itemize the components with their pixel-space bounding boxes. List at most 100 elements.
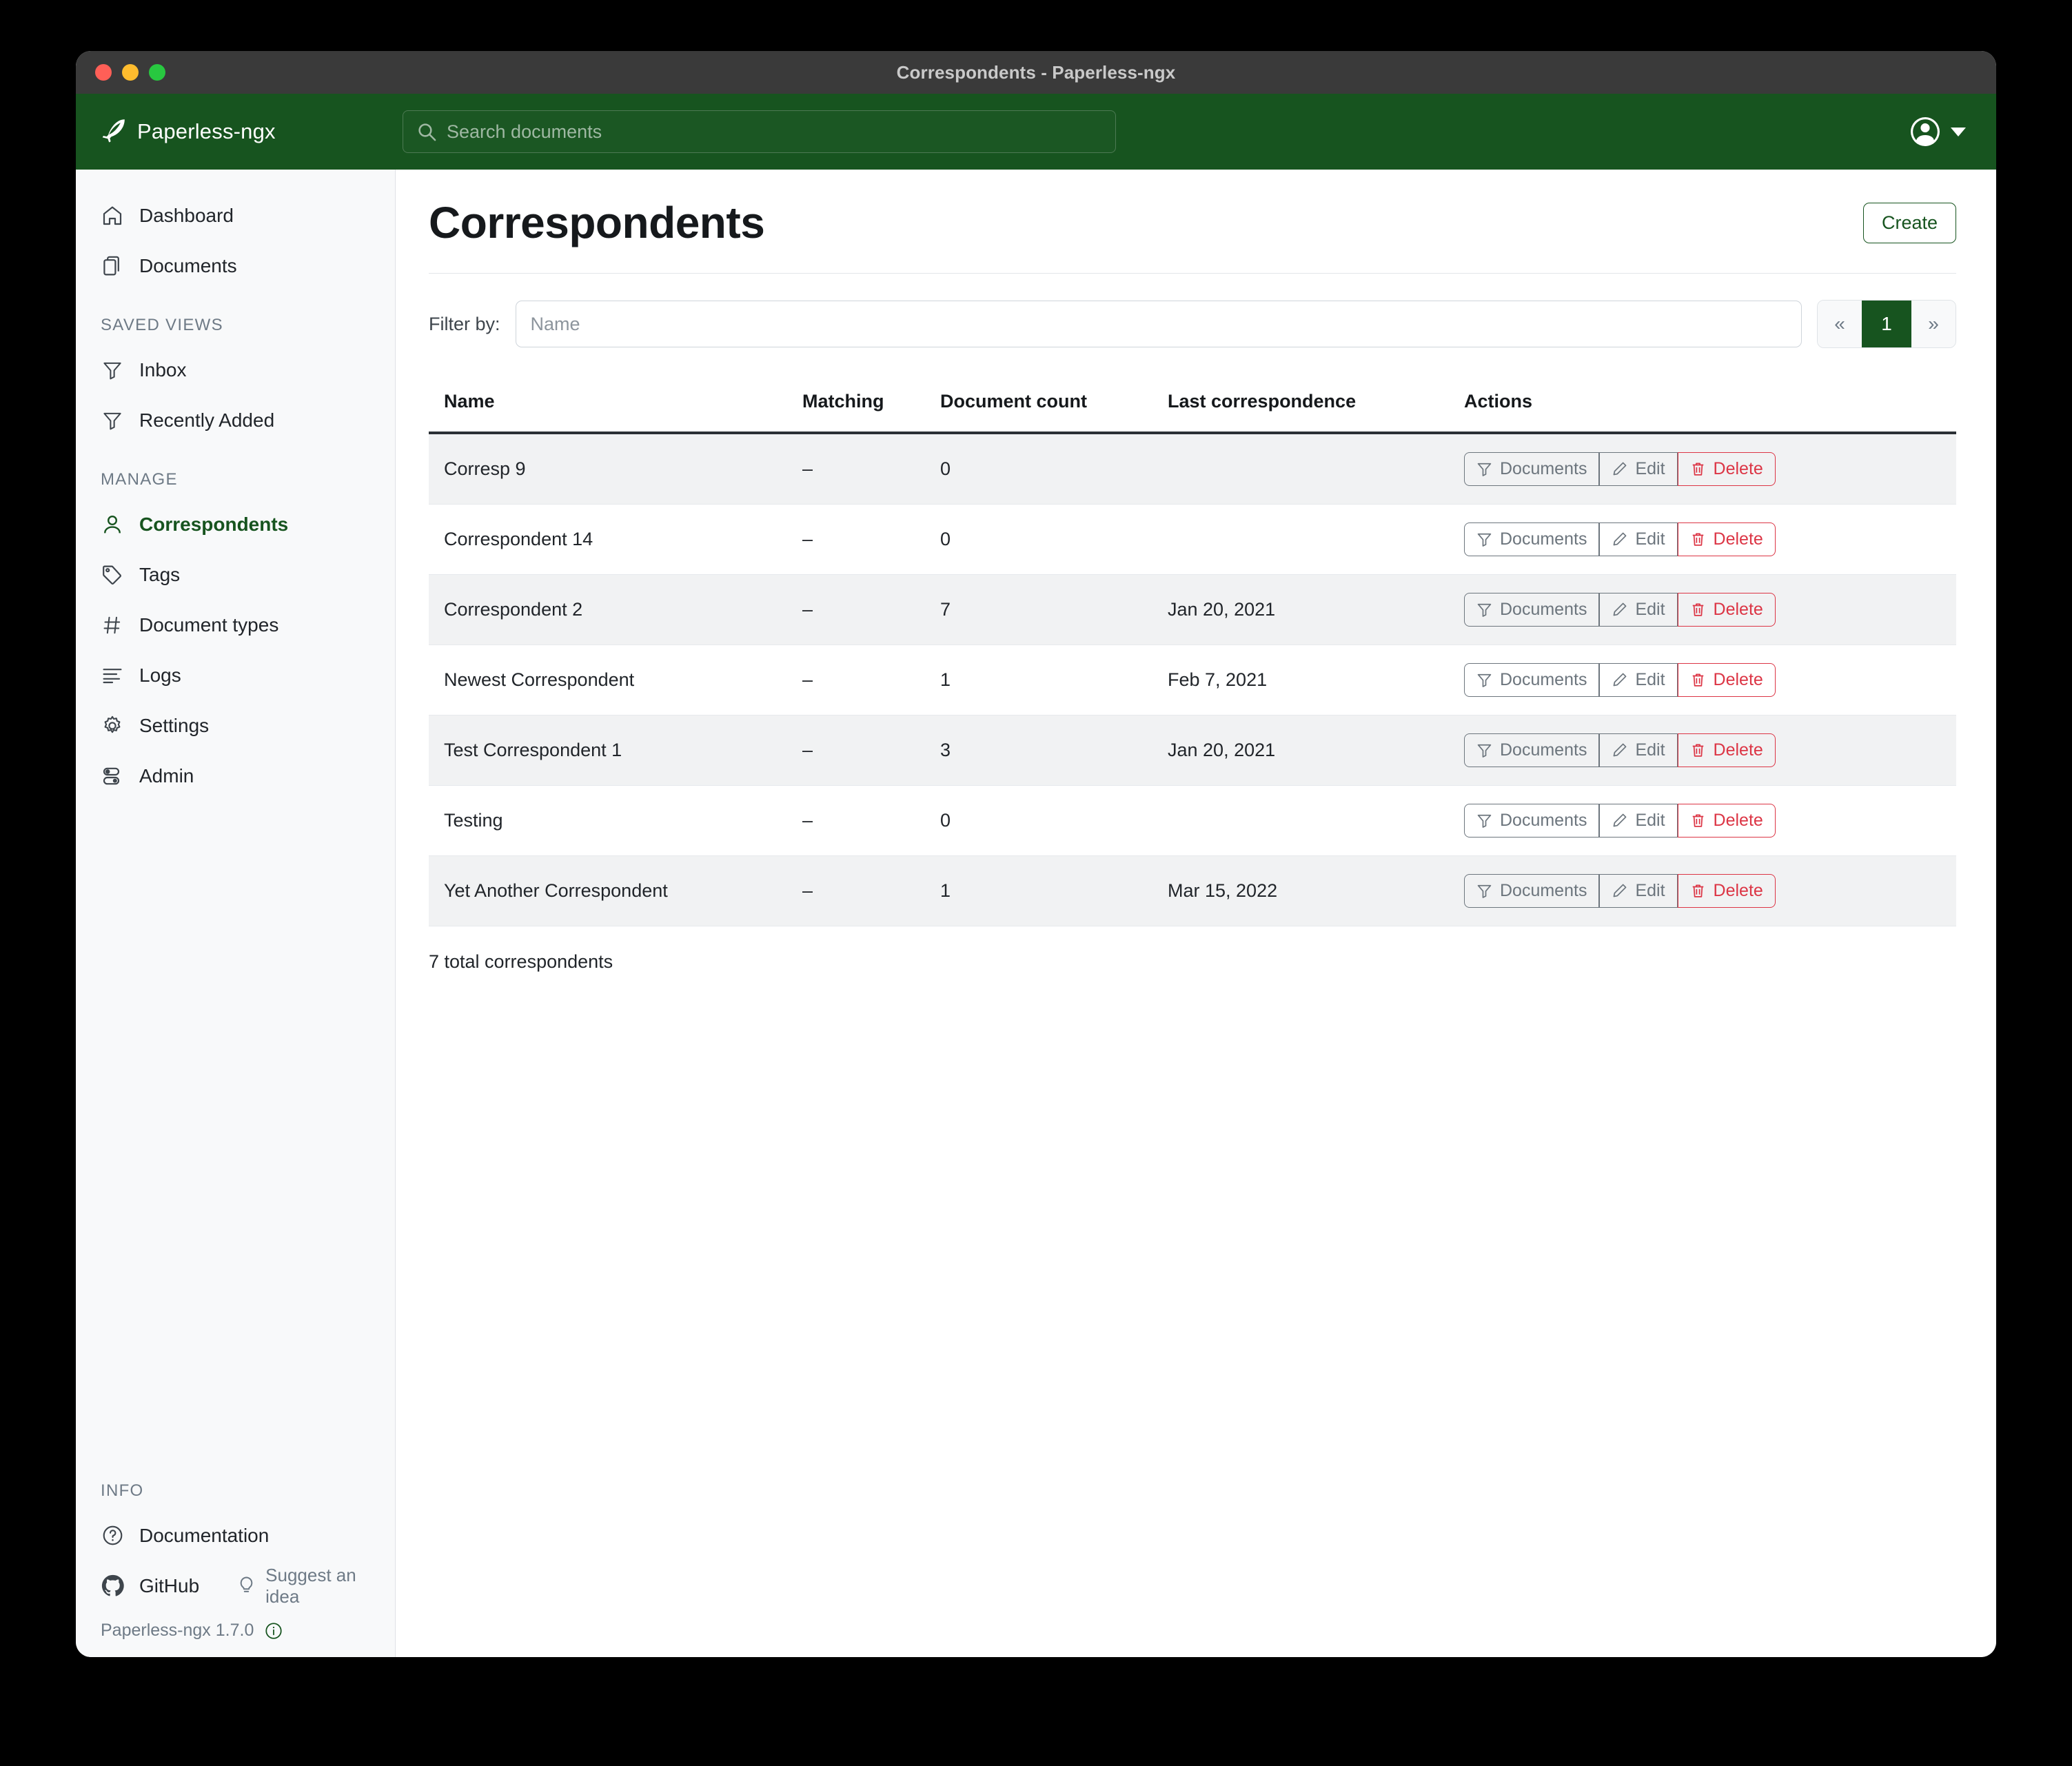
documents-button[interactable]: Documents <box>1464 804 1600 838</box>
funnel-icon <box>101 409 124 432</box>
delete-button[interactable]: Delete <box>1677 804 1776 838</box>
cell-actions: Documents Edit <box>1449 785 1956 857</box>
pencil-icon <box>1612 813 1627 829</box>
cell-actions: Documents Edit <box>1449 433 1956 505</box>
documents-button[interactable]: Documents <box>1464 733 1600 768</box>
sidebar-item-label: Documents <box>139 254 237 276</box>
row-action-group: Documents Edit <box>1464 593 1776 627</box>
cell-document-count: 7 <box>925 574 1152 646</box>
cell-last-correspondence: Mar 15, 2022 <box>1152 855 1449 927</box>
edit-button[interactable]: Edit <box>1599 733 1678 768</box>
delete-button-label: Delete <box>1713 740 1763 760</box>
pagination-page-1[interactable]: 1 <box>1862 301 1911 348</box>
close-window-button[interactable] <box>95 64 112 81</box>
main-content: Correspondents Create Filter by: « 1 » <box>396 170 1996 1657</box>
cell-actions: Documents Edit <box>1449 504 1956 576</box>
create-button[interactable]: Create <box>1862 202 1956 243</box>
delete-button[interactable]: Delete <box>1677 593 1776 627</box>
edit-button[interactable]: Edit <box>1599 452 1678 487</box>
sidebar-item-document-types[interactable]: Document types <box>76 600 395 650</box>
account-menu[interactable] <box>1911 117 1996 146</box>
cell-matching: – <box>787 785 925 857</box>
column-header-document-count[interactable]: Document count <box>925 372 1152 435</box>
edit-button-label: Edit <box>1635 740 1665 760</box>
documents-button[interactable]: Documents <box>1464 452 1600 487</box>
info-circle-icon[interactable] <box>265 1622 283 1640</box>
edit-button-label: Edit <box>1635 459 1665 479</box>
row-action-group: Documents Edit <box>1464 522 1776 557</box>
column-header-last-correspondence[interactable]: Last correspondence <box>1152 372 1449 435</box>
filter-row: Filter by: « 1 » <box>429 274 1956 372</box>
sidebar-item-recently-added[interactable]: Recently Added <box>76 395 395 445</box>
sidebar-item-settings[interactable]: Settings <box>76 700 395 751</box>
documents-button[interactable]: Documents <box>1464 522 1600 557</box>
table-row: Test Correspondent 1 – 3 Jan 20, 2021 Do… <box>429 715 1956 786</box>
sidebar-item-tags[interactable]: Tags <box>76 549 395 600</box>
cell-matching: – <box>787 715 925 786</box>
sidebar-item-label: Tags <box>139 563 181 585</box>
search-icon <box>417 122 437 142</box>
person-icon <box>101 513 124 536</box>
sidebar-item-inbox[interactable]: Inbox <box>76 345 395 395</box>
correspondents-table: Name Matching Document count Last corres… <box>429 372 1956 927</box>
cell-actions: Documents Edit <box>1449 645 1956 716</box>
sidebar-item-github-label[interactable]: GitHub <box>139 1574 200 1596</box>
sidebar-item-documentation[interactable]: Documentation <box>76 1510 395 1561</box>
filter-name-input[interactable] <box>515 301 1802 348</box>
zoom-window-button[interactable] <box>149 64 165 81</box>
sidebar-item-correspondents[interactable]: Correspondents <box>76 499 395 549</box>
documents-button-label: Documents <box>1500 600 1587 620</box>
window-title: Correspondents - Paperless-ngx <box>896 61 1176 83</box>
sidebar-item-admin[interactable]: Admin <box>76 751 395 801</box>
tag-icon <box>101 563 124 587</box>
documents-button-label: Documents <box>1500 881 1587 901</box>
sidebar-item-logs[interactable]: Logs <box>76 650 395 700</box>
version-row: Paperless-ngx 1.7.0 <box>76 1621 395 1641</box>
delete-button[interactable]: Delete <box>1677 522 1776 557</box>
sidebar-item-label: Correspondents <box>139 513 289 535</box>
table-row: Correspondent 14 – 0 Documents <box>429 504 1956 576</box>
sidebar-item-documents[interactable]: Documents <box>76 241 395 291</box>
cell-matching: – <box>787 504 925 576</box>
delete-button[interactable]: Delete <box>1677 733 1776 768</box>
funnel-icon <box>1476 672 1492 688</box>
trash-icon <box>1690 531 1706 547</box>
column-header-matching[interactable]: Matching <box>787 372 925 435</box>
pagination-last-button[interactable]: » <box>1911 301 1956 348</box>
documents-button-label: Documents <box>1500 740 1587 760</box>
cell-last-correspondence <box>1152 504 1449 576</box>
edit-button[interactable]: Edit <box>1599 874 1678 909</box>
delete-button[interactable]: Delete <box>1677 874 1776 909</box>
documents-button[interactable]: Documents <box>1464 663 1600 698</box>
sidebar-item-label: Recently Added <box>139 409 275 431</box>
cell-last-correspondence <box>1152 785 1449 857</box>
cell-last-correspondence <box>1152 433 1449 505</box>
delete-button[interactable]: Delete <box>1677 452 1776 487</box>
edit-button[interactable]: Edit <box>1599 663 1678 698</box>
brand-name: Paperless-ngx <box>137 119 276 143</box>
chevron-down-icon <box>1951 127 1966 136</box>
sidebar-item-dashboard[interactable]: Dashboard <box>76 190 395 241</box>
sidebar-section-saved-views: SAVED VIEWS <box>101 316 223 334</box>
sidebar-item-suggest-an-idea[interactable]: Suggest an idea <box>236 1565 395 1607</box>
edit-button[interactable]: Edit <box>1599 593 1678 627</box>
cell-actions: Documents Edit <box>1449 855 1956 927</box>
documents-button[interactable]: Documents <box>1464 593 1600 627</box>
pagination-first-button[interactable]: « <box>1818 301 1862 348</box>
minimize-window-button[interactable] <box>122 64 139 81</box>
documents-button[interactable]: Documents <box>1464 874 1600 909</box>
cell-matching: – <box>787 855 925 927</box>
cell-actions: Documents Edit <box>1449 715 1956 786</box>
sidebar-item-label: Documentation <box>139 1524 270 1546</box>
delete-button[interactable]: Delete <box>1677 663 1776 698</box>
sidebar-item-label: Settings <box>139 714 210 736</box>
edit-button[interactable]: Edit <box>1599 804 1678 838</box>
edit-button[interactable]: Edit <box>1599 522 1678 557</box>
github-icon <box>101 1574 124 1598</box>
edit-button-label: Edit <box>1635 811 1665 831</box>
cell-matching: – <box>787 574 925 646</box>
search-input[interactable]: Search documents <box>403 110 1116 153</box>
brand[interactable]: Paperless-ngx <box>99 119 396 145</box>
funnel-icon <box>101 358 124 382</box>
column-header-name[interactable]: Name <box>429 372 787 435</box>
